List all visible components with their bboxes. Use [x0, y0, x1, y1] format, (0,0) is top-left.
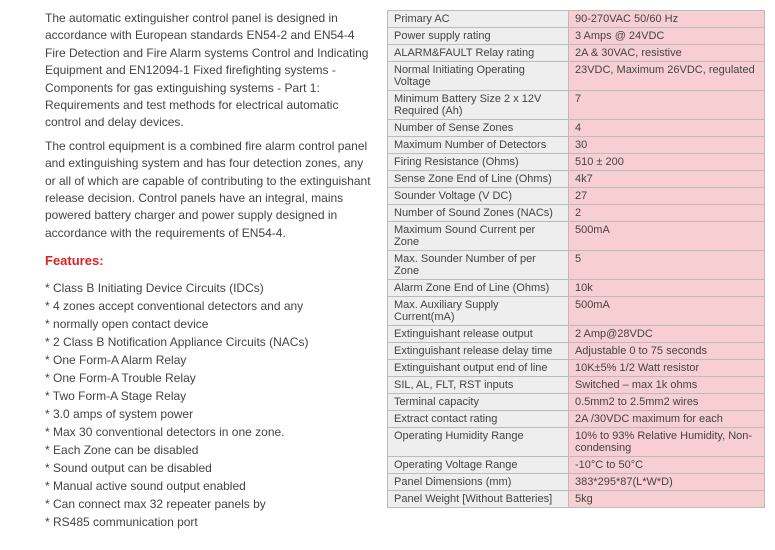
- spec-label: Extract contact rating: [388, 411, 569, 428]
- spec-row: Number of Sense Zones4: [388, 120, 765, 137]
- spec-label: SIL, AL, FLT, RST inputs: [388, 377, 569, 394]
- spec-label: Maximum Number of Detectors: [388, 137, 569, 154]
- spec-value: 0.5mm2 to 2.5mm2 wires: [568, 394, 764, 411]
- feature-item: Max 30 conventional detectors in one zon…: [45, 423, 375, 441]
- spec-value: 27: [568, 188, 764, 205]
- feature-item-sub: RS485 communication port: [45, 513, 375, 531]
- spec-label: Panel Weight [Without Batteries]: [388, 491, 569, 508]
- spec-value: 510 ± 200: [568, 154, 764, 171]
- spec-row: Operating Voltage Range-10°C to 50°C: [388, 457, 765, 474]
- spec-value: 2A & 30VAC, resistive: [568, 45, 764, 62]
- spec-row: Terminal capacity0.5mm2 to 2.5mm2 wires: [388, 394, 765, 411]
- spec-value: 383*295*87(L*W*D): [568, 474, 764, 491]
- spec-label: Normal Initiating Operating Voltage: [388, 62, 569, 91]
- spec-value: 30: [568, 137, 764, 154]
- spec-row: Sounder Voltage (V DC)27: [388, 188, 765, 205]
- spec-label: Max. Auxiliary Supply Current(mA): [388, 297, 569, 326]
- spec-value: 90-270VAC 50/60 Hz: [568, 11, 764, 28]
- spec-label: Maximum Sound Current per Zone: [388, 222, 569, 251]
- spec-label: Primary AC: [388, 11, 569, 28]
- spec-row: Number of Sound Zones (NACs)2: [388, 205, 765, 222]
- spec-row: Operating Humidity Range10% to 93% Relat…: [388, 428, 765, 457]
- spec-row: Primary AC90-270VAC 50/60 Hz: [388, 11, 765, 28]
- spec-row: Extinguishant release delay timeAdjustab…: [388, 343, 765, 360]
- spec-row: Sense Zone End of Line (Ohms)4k7: [388, 171, 765, 188]
- spec-value: 5kg: [568, 491, 764, 508]
- feature-item: Manual active sound output enabled: [45, 477, 375, 495]
- spec-value: 7: [568, 91, 764, 120]
- spec-value: 3 Amps @ 24VDC: [568, 28, 764, 45]
- spec-label: Operating Voltage Range: [388, 457, 569, 474]
- feature-item: 2 Class B Notification Appliance Circuit…: [45, 333, 375, 351]
- spec-row: Firing Resistance (Ohms)510 ± 200: [388, 154, 765, 171]
- spec-value: 5: [568, 251, 764, 280]
- spec-row: Extract contact rating2A /30VDC maximum …: [388, 411, 765, 428]
- spec-label: Sense Zone End of Line (Ohms): [388, 171, 569, 188]
- spec-value: 23VDC, Maximum 26VDC, regulated: [568, 62, 764, 91]
- spec-label: Number of Sound Zones (NACs): [388, 205, 569, 222]
- spec-value: Switched – max 1k ohms: [568, 377, 764, 394]
- spec-table: Primary AC90-270VAC 50/60 HzPower supply…: [387, 10, 765, 508]
- left-column: The automatic extinguisher control panel…: [45, 10, 375, 531]
- spec-value: 10k: [568, 280, 764, 297]
- spec-label: Firing Resistance (Ohms): [388, 154, 569, 171]
- spec-label: Panel Dimensions (mm): [388, 474, 569, 491]
- right-column: Primary AC90-270VAC 50/60 HzPower supply…: [387, 10, 765, 531]
- spec-label: Minimum Battery Size 2 x 12V Required (A…: [388, 91, 569, 120]
- spec-value: 2 Amp@28VDC: [568, 326, 764, 343]
- spec-row: Max. Sounder Number of per Zone5: [388, 251, 765, 280]
- feature-item-sub: normally open contact device: [45, 315, 375, 333]
- spec-value: 500mA: [568, 297, 764, 326]
- feature-item: One Form-A Alarm Relay: [45, 351, 375, 369]
- spec-row: SIL, AL, FLT, RST inputsSwitched – max 1…: [388, 377, 765, 394]
- spec-label: Extinguishant release delay time: [388, 343, 569, 360]
- spec-label: Max. Sounder Number of per Zone: [388, 251, 569, 280]
- spec-label: Extinguishant release output: [388, 326, 569, 343]
- spec-label: Alarm Zone End of Line (Ohms): [388, 280, 569, 297]
- spec-label: Operating Humidity Range: [388, 428, 569, 457]
- spec-row: Max. Auxiliary Supply Current(mA)500mA: [388, 297, 765, 326]
- feature-item: Each Zone can be disabled: [45, 441, 375, 459]
- spec-label: Terminal capacity: [388, 394, 569, 411]
- spec-label: Extinguishant output end of line: [388, 360, 569, 377]
- spec-value: 4: [568, 120, 764, 137]
- spec-value: 10% to 93% Relative Humidity, Non-conden…: [568, 428, 764, 457]
- spec-row: Normal Initiating Operating Voltage23VDC…: [388, 62, 765, 91]
- spec-row: ALARM&FAULT Relay rating2A & 30VAC, resi…: [388, 45, 765, 62]
- spec-value: 10K±5% 1/2 Watt resistor: [568, 360, 764, 377]
- spec-value: -10°C to 50°C: [568, 457, 764, 474]
- feature-item: Sound output can be disabled: [45, 459, 375, 477]
- spec-row: Extinguishant output end of line10K±5% 1…: [388, 360, 765, 377]
- features-list: Class B Initiating Device Circuits (IDCs…: [45, 279, 375, 531]
- spec-label: Sounder Voltage (V DC): [388, 188, 569, 205]
- feature-item: 4 zones accept conventional detectors an…: [45, 297, 375, 315]
- spec-value: 500mA: [568, 222, 764, 251]
- description-para-1: The automatic extinguisher control panel…: [45, 10, 375, 132]
- feature-item: One Form-A Trouble Relay: [45, 369, 375, 387]
- feature-item: Two Form-A Stage Relay: [45, 387, 375, 405]
- description-para-2: The control equipment is a combined fire…: [45, 138, 375, 242]
- page-root: The automatic extinguisher control panel…: [0, 0, 775, 541]
- spec-row: Maximum Sound Current per Zone500mA: [388, 222, 765, 251]
- spec-label: Number of Sense Zones: [388, 120, 569, 137]
- spec-row: Power supply rating3 Amps @ 24VDC: [388, 28, 765, 45]
- spec-value: 2: [568, 205, 764, 222]
- spec-label: ALARM&FAULT Relay rating: [388, 45, 569, 62]
- feature-item: Class B Initiating Device Circuits (IDCs…: [45, 279, 375, 297]
- spec-value: 4k7: [568, 171, 764, 188]
- feature-item: Can connect max 32 repeater panels by: [45, 495, 375, 513]
- spec-value: 2A /30VDC maximum for each: [568, 411, 764, 428]
- spec-row: Panel Weight [Without Batteries]5kg: [388, 491, 765, 508]
- spec-table-body: Primary AC90-270VAC 50/60 HzPower supply…: [388, 11, 765, 508]
- feature-item: 3.0 amps of system power: [45, 405, 375, 423]
- spec-value: Adjustable 0 to 75 seconds: [568, 343, 764, 360]
- spec-label: Power supply rating: [388, 28, 569, 45]
- spec-row: Alarm Zone End of Line (Ohms)10k: [388, 280, 765, 297]
- spec-row: Minimum Battery Size 2 x 12V Required (A…: [388, 91, 765, 120]
- spec-row: Maximum Number of Detectors30: [388, 137, 765, 154]
- features-heading: Features:: [45, 252, 375, 271]
- spec-row: Extinguishant release output2 Amp@28VDC: [388, 326, 765, 343]
- spec-row: Panel Dimensions (mm)383*295*87(L*W*D): [388, 474, 765, 491]
